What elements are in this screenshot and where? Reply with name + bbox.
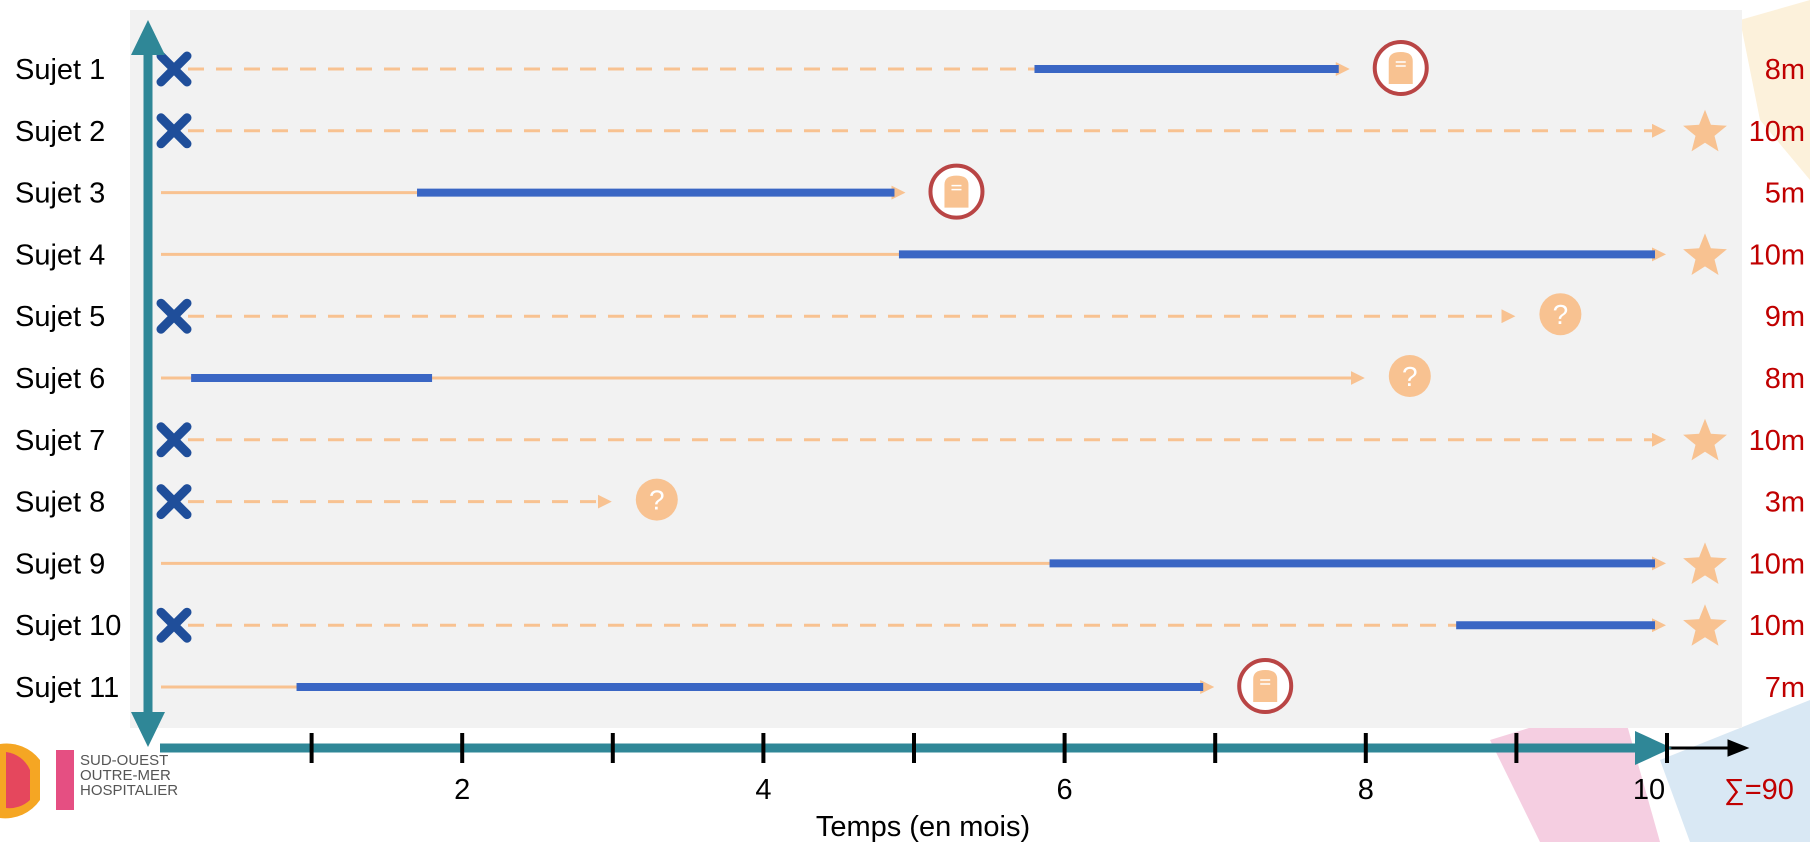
question-icon: ? [636, 479, 678, 521]
x-tick-label: 4 [755, 774, 771, 806]
y-axis-arrow-bottom [131, 712, 165, 747]
subject-total: 8m [1765, 363, 1805, 395]
x-tick-label: 2 [454, 774, 470, 806]
logo-mark [0, 743, 74, 818]
tombstone-icon [1375, 42, 1427, 94]
subject-label: Sujet 6 [15, 363, 105, 395]
plot-panel [130, 10, 1742, 728]
subject-label: Sujet 2 [15, 116, 105, 148]
subject-label: Sujet 7 [15, 425, 105, 457]
question-icon: ? [1389, 355, 1431, 397]
subject-label: Sujet 3 [15, 178, 105, 210]
subject-label: Sujet 11 [15, 672, 119, 704]
subject-label: Sujet 9 [15, 548, 105, 580]
x-tick-label: 10 [1633, 774, 1665, 806]
tombstone-icon [930, 166, 982, 218]
subject-total: 5m [1765, 178, 1805, 210]
svg-text:?: ? [649, 485, 665, 516]
svg-text:?: ? [1553, 299, 1569, 330]
x-tick-label: 6 [1057, 774, 1073, 806]
question-icon: ? [1539, 293, 1581, 335]
logo: SUD-OUEST OUTRE-MER HOSPITALIER [0, 743, 178, 818]
subject-total: 10m [1749, 116, 1805, 148]
sum-label: ∑=90 [1724, 774, 1794, 806]
subject-total: 9m [1765, 301, 1805, 333]
subject-label: Sujet 8 [15, 487, 105, 519]
subject-total: 10m [1749, 425, 1805, 457]
x-axis-label: Temps (en mois) [816, 811, 1030, 842]
subject-label: Sujet 1 [15, 54, 105, 86]
subject-label: Sujet 10 [15, 610, 121, 642]
subject-total: 10m [1749, 610, 1805, 642]
x-tick-label: 8 [1358, 774, 1374, 806]
svg-text:?: ? [1402, 361, 1418, 392]
subject-total: 10m [1749, 239, 1805, 271]
subject-label: Sujet 4 [15, 239, 105, 271]
x-tick-labels: 2 4 6 8 10 [454, 774, 1665, 806]
subject-total: 3m [1765, 487, 1805, 519]
subject-label: Sujet 5 [15, 301, 105, 333]
subject-total: 10m [1749, 548, 1805, 580]
logo-line-3: HOSPITALIER [80, 782, 178, 799]
tombstone-icon [1239, 660, 1291, 712]
subject-total: 8m [1765, 54, 1805, 86]
subject-total: 7m [1765, 672, 1805, 704]
